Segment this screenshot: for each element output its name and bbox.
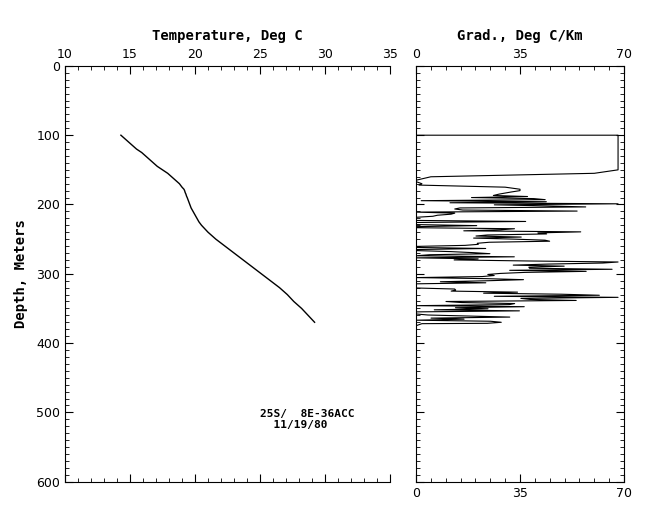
- Y-axis label: Depth, Meters: Depth, Meters: [14, 220, 28, 328]
- X-axis label: Grad., Deg C/Km: Grad., Deg C/Km: [457, 29, 583, 43]
- X-axis label: Temperature, Deg C: Temperature, Deg C: [152, 29, 303, 43]
- Text: 25S/  8E-36ACC
  11/19/80: 25S/ 8E-36ACC 11/19/80: [260, 409, 354, 430]
